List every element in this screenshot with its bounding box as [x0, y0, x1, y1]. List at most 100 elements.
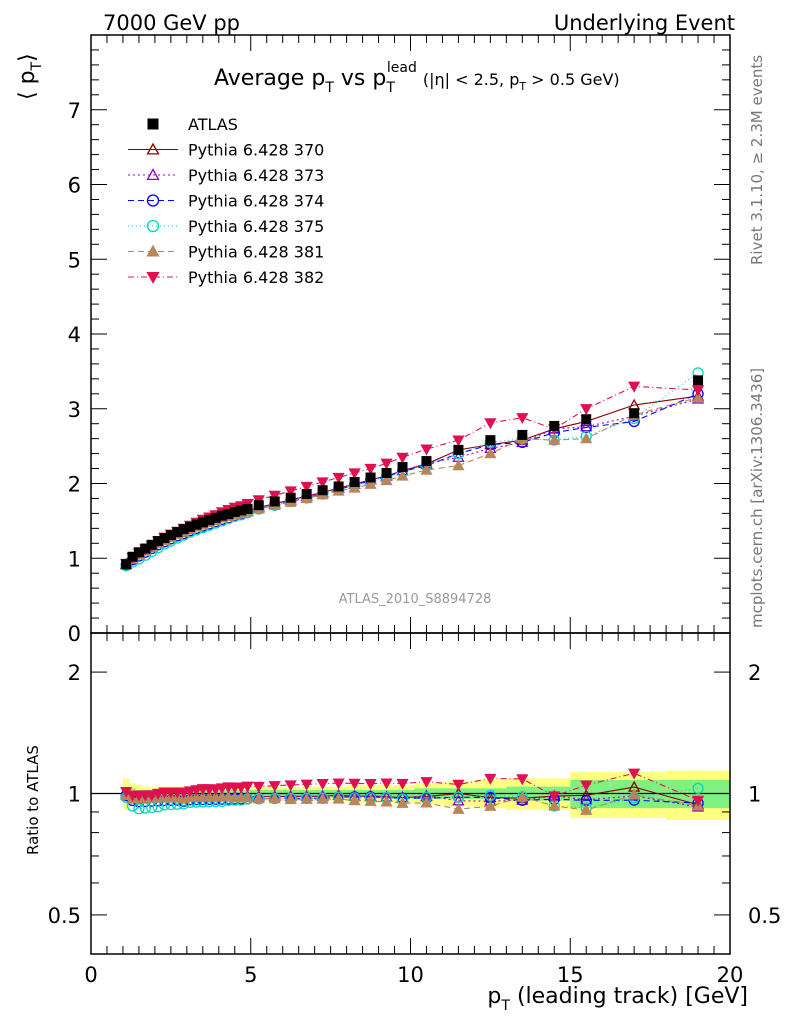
- ratio-point: [332, 792, 345, 804]
- ratio-point: [177, 787, 190, 799]
- header-right: Underlying Event: [554, 11, 735, 35]
- x-tick-label: 5: [244, 963, 257, 987]
- ratio-point: [241, 791, 254, 803]
- main-marks: [120, 367, 705, 572]
- data-point: [516, 413, 529, 425]
- ratio-point: [252, 792, 265, 804]
- data-point: [364, 477, 377, 489]
- y-tick-label: 0: [68, 622, 81, 646]
- ratio-point: [151, 788, 165, 800]
- legend-marker: [146, 271, 160, 284]
- data-point: [580, 404, 593, 416]
- y-tick-label: 1: [68, 547, 81, 571]
- ratio-y-tick-label-right: 2: [748, 661, 761, 685]
- data-point: [268, 490, 281, 502]
- legend-label: ATLAS: [188, 115, 238, 134]
- data-point: [333, 481, 344, 492]
- y-tick-label: 7: [68, 99, 81, 123]
- main-ylabel: ⟨ pT⟩: [15, 53, 45, 100]
- data-point: [348, 468, 361, 480]
- data-point: [178, 524, 189, 535]
- data-point: [133, 547, 144, 558]
- data-point: [452, 459, 465, 471]
- data-point: [159, 533, 170, 544]
- y-tick-label: 2: [68, 473, 81, 497]
- ratio-point: [396, 778, 409, 790]
- ratio-y-tick-label-right: 1: [748, 783, 761, 807]
- data-point: [269, 496, 280, 507]
- ratio-point: [580, 803, 593, 815]
- data-point: [300, 481, 313, 493]
- data-point: [396, 469, 409, 481]
- data-point: [349, 477, 360, 488]
- ratio-point: [284, 780, 297, 792]
- x-tick-label: 10: [397, 963, 424, 987]
- analysis-watermark: ATLAS_2010_S8894728: [339, 592, 492, 607]
- ratio-point: [420, 796, 433, 808]
- data-point: [517, 429, 528, 440]
- ratio-point: [516, 790, 529, 802]
- data-point: [146, 539, 157, 550]
- ratio-point: [241, 781, 254, 793]
- data-point: [691, 385, 705, 397]
- ratio-ylabel: Ratio to ATLAS: [24, 745, 42, 855]
- x-tick-label: 20: [717, 963, 744, 987]
- data-point: [285, 492, 296, 503]
- data-point: [548, 433, 561, 445]
- data-point: [581, 414, 592, 425]
- data-point: [629, 408, 640, 419]
- data-point: [484, 447, 497, 459]
- ratio-point: [364, 779, 377, 791]
- ratio-point: [692, 782, 704, 795]
- ratio-point: [332, 778, 345, 790]
- ratio-y-tick-label: 0.5: [48, 904, 81, 928]
- data-point: [693, 375, 704, 386]
- ratio-point: [183, 786, 197, 798]
- ratio-point: [268, 792, 281, 804]
- data-point: [229, 506, 240, 517]
- ratio-axes: 0 5 10 15 20 0.5 0.5 1 1 2 2: [48, 633, 781, 987]
- ratio-point: [580, 789, 593, 800]
- main-frame: [90, 34, 731, 634]
- ratio-point: [452, 779, 465, 791]
- data-point: [420, 463, 433, 475]
- ratio-point: [484, 773, 497, 785]
- data-point: [580, 420, 593, 432]
- data-point: [316, 477, 329, 489]
- series-line: [125, 397, 699, 566]
- ratio-point: [628, 788, 641, 800]
- ratio-marks: [91, 768, 730, 815]
- ratio-point: [133, 803, 145, 815]
- ratio-point: [628, 768, 641, 780]
- rivet-label: Rivet 3.1.10, ≥ 2.3M events: [748, 55, 766, 265]
- data-point: [253, 500, 264, 511]
- data-point: [242, 503, 253, 514]
- data-point: [223, 509, 234, 520]
- main-title: Average pT vs pTlead(|η| < 2.5, pT > 0.5…: [214, 60, 620, 96]
- data-point: [204, 515, 215, 526]
- ratio-point: [516, 774, 529, 786]
- ratio-point: [691, 795, 705, 807]
- data-point: [364, 463, 377, 475]
- ratio-point: [268, 781, 281, 793]
- ratio-point: [548, 791, 561, 803]
- x-tick-label: 0: [84, 963, 97, 987]
- legend-label: Pythia 6.428 374: [188, 192, 324, 211]
- data-point: [121, 559, 132, 570]
- data-point: [420, 444, 433, 456]
- y-tick-label: 4: [68, 323, 81, 347]
- legend-marker: [146, 142, 160, 155]
- ratio-point: [484, 799, 497, 811]
- series-line: [125, 393, 699, 566]
- ratio-point: [300, 779, 313, 791]
- legend-marker: [146, 194, 160, 207]
- data-point: [140, 543, 151, 554]
- mcplots-label: mcplots.cern.ch [arXiv:1306.3436]: [748, 368, 766, 628]
- ratio-point: [420, 777, 433, 789]
- ratio-point: [364, 794, 377, 806]
- data-point: [301, 488, 312, 499]
- ratio-point: [145, 790, 158, 802]
- data-point: [216, 510, 227, 521]
- ratio-y-tick-label-right: 0.5: [748, 904, 781, 928]
